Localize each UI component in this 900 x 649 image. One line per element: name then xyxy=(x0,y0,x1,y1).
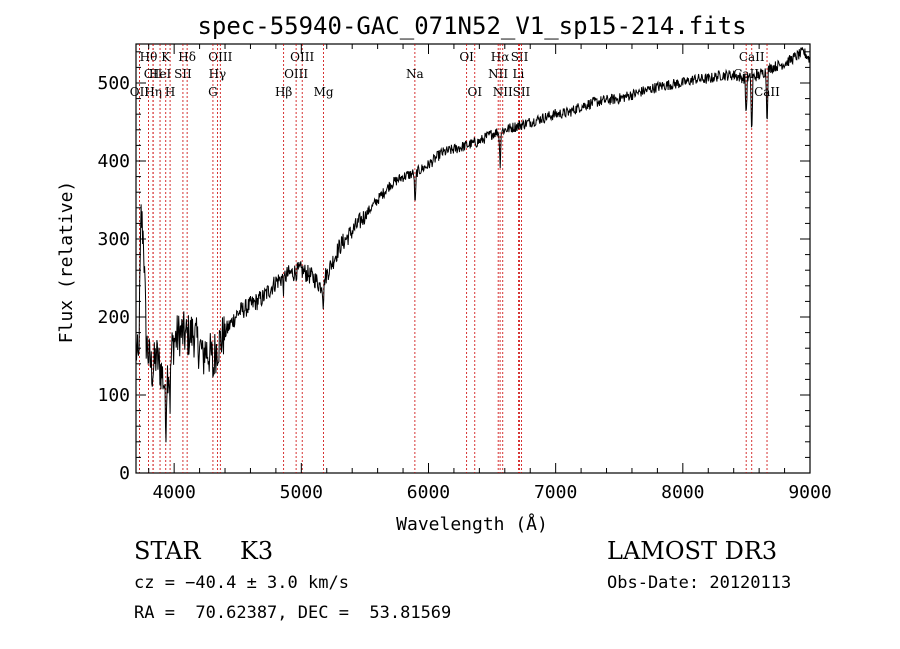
spectral-line-label: OIII xyxy=(208,50,232,64)
spectral-line-label: Hδ xyxy=(178,50,196,64)
spectral-line-label: Li xyxy=(512,67,524,81)
spectral-line-label: HeI xyxy=(149,67,172,81)
spectral-line-label: H xyxy=(165,85,175,99)
x-tick-label: 4000 xyxy=(152,482,195,503)
spectral-line-label: OI xyxy=(459,50,474,64)
object-class: STAR xyxy=(134,537,201,565)
spectral-line-label: Na xyxy=(406,67,424,81)
spectral-line-label: OIII xyxy=(284,67,308,81)
x-tick-label: 8000 xyxy=(661,482,704,503)
y-tick-label: 0 xyxy=(119,463,130,484)
spectral-line-label: SII xyxy=(511,50,529,64)
x-tick-label: 5000 xyxy=(280,482,323,503)
spectral-line-label: G xyxy=(208,85,218,99)
x-axis-label: Wavelength (Å) xyxy=(396,513,548,535)
y-tick-label: 200 xyxy=(97,307,130,328)
spectral-line-label: NII xyxy=(488,67,508,81)
x-tick-label: 7000 xyxy=(534,482,577,503)
spectrum-series-line xyxy=(135,47,811,443)
ra-dec-readout: RA = 70.62387, DEC = 53.81569 xyxy=(134,603,452,623)
spectral-line-label: Hθ xyxy=(140,50,158,64)
y-tick-label: 400 xyxy=(97,151,130,172)
spectral-line-label: Mg xyxy=(314,85,334,99)
spectral-line-label: SII xyxy=(513,85,531,99)
spectral-line-label: OII xyxy=(130,85,150,99)
survey-name: LAMOST DR3 xyxy=(607,537,778,565)
spectral-line-label: Hα xyxy=(491,50,510,64)
spectral-line-label: CaII xyxy=(754,85,780,99)
chart-title: spec-55940-GAC_071N52_V1_sp15-214.fits xyxy=(197,12,746,40)
spectral-line-label: CaII xyxy=(739,50,765,64)
y-tick-label: 500 xyxy=(97,73,130,94)
x-tick-label: 9000 xyxy=(788,482,831,503)
object-subclass: K3 xyxy=(240,537,274,565)
spectral-line-label: NII xyxy=(493,85,513,99)
x-tick-label: 6000 xyxy=(407,482,450,503)
spectral-line-label: Hβ xyxy=(275,85,292,99)
spectral-line-label: SII xyxy=(174,67,192,81)
plot-frame xyxy=(135,43,811,474)
y-tick-label: 100 xyxy=(97,385,130,406)
obs-date: Obs-Date: 20120113 xyxy=(607,573,792,593)
y-axis-label: Flux (relative) xyxy=(56,181,77,344)
y-tick-label: 300 xyxy=(97,229,130,250)
spectral-line-label: Hγ xyxy=(209,67,227,81)
spectral-line-label: OIII xyxy=(290,50,314,64)
spectral-line-label: Hη xyxy=(144,85,162,99)
redshift-readout: cz = −40.4 ± 3.0 km/s xyxy=(134,573,349,593)
spectral-line-label: OI xyxy=(467,85,482,99)
spectral-line-label: K xyxy=(161,50,171,64)
